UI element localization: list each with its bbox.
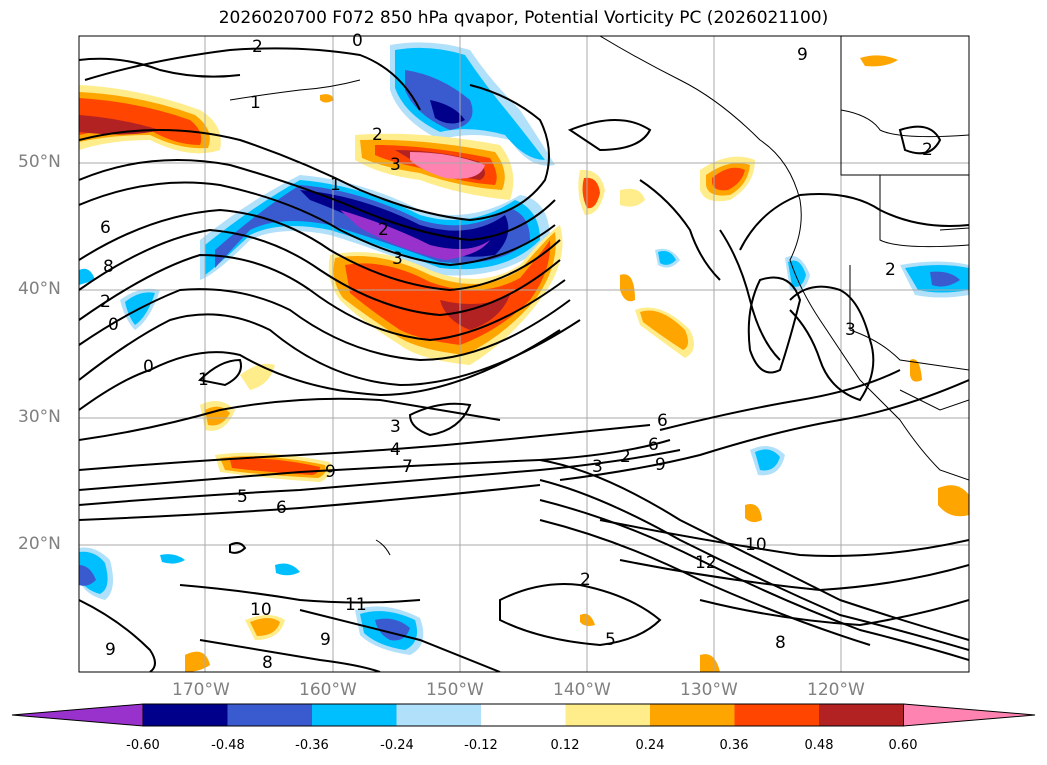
contour-value-label: 2 (922, 140, 933, 160)
colorbar-swatch (734, 704, 820, 726)
contour-value-label: 1 (250, 93, 261, 113)
contour-value-label: 7 (402, 457, 413, 477)
colorbar-tick-label: -0.48 (211, 738, 245, 753)
lat-label-50n: 50°N (18, 152, 61, 172)
colorbar-tick-label: 0.48 (804, 738, 834, 753)
colorbar-swatch (565, 704, 651, 726)
colorbar-extend-high (903, 703, 1036, 727)
contour-value-label: 0 (108, 315, 119, 335)
contour-value-label: 6 (657, 411, 668, 431)
colorbar-swatch (481, 704, 566, 726)
contour-value-label: 10 (745, 535, 767, 555)
colorbar-tick-label: -0.60 (126, 738, 160, 753)
contour-value-label: 9 (325, 462, 336, 482)
contour-value-label: 0 (352, 31, 363, 51)
contour-value-label: 3 (845, 320, 856, 340)
contour-value-label: 2 (372, 125, 383, 145)
plot-frame (78, 35, 970, 673)
contour-value-label: 3 (392, 249, 403, 269)
contour-value-label: 2 (620, 447, 631, 467)
colorbar-tick-label: 0.60 (888, 738, 918, 753)
map-title: 2026020700 F072 850 hPa qvapor, Potentia… (218, 8, 829, 28)
contour-value-label: 6 (100, 218, 111, 238)
colorbar-tick-label: 0.12 (550, 738, 580, 753)
contour-value-label: 5 (237, 487, 248, 507)
contour-value-label: 3 (592, 457, 603, 477)
lon-label-160w: 160°W (299, 680, 357, 700)
contour-value-label: 8 (103, 257, 114, 277)
lon-label-120w: 120°W (807, 680, 865, 700)
graticule (79, 36, 969, 672)
colorbar-swatch (227, 704, 313, 726)
colorbar-extend-low (11, 703, 144, 727)
pv-contours (79, 47, 969, 672)
contour-value-label: 11 (345, 595, 367, 615)
colorbar-tick-label: 0.36 (719, 738, 749, 753)
lat-label-20n: 20°N (18, 534, 61, 554)
colorbar-tick-label: 0.24 (635, 738, 665, 753)
lon-label-170w: 170°W (172, 680, 230, 700)
colorbar-swatch (650, 704, 735, 726)
contour-value-label: 12 (695, 553, 717, 573)
contour-value-label: 2 (378, 220, 389, 240)
contour-value-label: 10 (250, 600, 272, 620)
contour-value-label: 2 (252, 37, 263, 57)
colorbar-frame (142, 703, 904, 727)
colorbar-swatch (396, 704, 482, 726)
colorbar-swatch (143, 704, 228, 726)
colorbar-swatch (312, 704, 397, 726)
colorbar (11, 703, 1036, 727)
contour-value-label: 8 (262, 653, 273, 673)
shaded-field (79, 42, 969, 672)
contour-value-label: 9 (320, 630, 331, 650)
lon-label-130w: 130°W (680, 680, 738, 700)
lon-label-150w: 150°W (426, 680, 484, 700)
lon-label-140w: 140°W (553, 680, 611, 700)
lat-label-30n: 30°N (18, 407, 61, 427)
contour-value-label: 3 (390, 155, 401, 175)
contour-value-label: 2 (580, 570, 591, 590)
lat-label-40n: 40°N (18, 279, 61, 299)
contour-value-label: 0 (143, 357, 154, 377)
contour-value-label: 1 (330, 175, 341, 195)
colorbar-tick-label: -0.12 (464, 738, 498, 753)
colorbar-tick-label: -0.24 (380, 738, 414, 753)
contour-value-label: 2 (885, 260, 896, 280)
contour-value-label: 1 (198, 370, 209, 390)
contour-value-label: 6 (276, 498, 287, 518)
contour-value-label: 9 (797, 45, 808, 65)
colorbar-swatch (819, 704, 904, 726)
contour-value-label: 8 (775, 633, 786, 653)
contour-value-label: 6 (648, 435, 659, 455)
contour-value-label: 9 (655, 455, 666, 475)
coastlines (229, 36, 969, 556)
contour-value-label: 2 (100, 292, 111, 312)
contour-value-label: 5 (605, 630, 616, 650)
contour-value-label: 4 (390, 440, 401, 460)
contour-value-label: 3 (390, 417, 401, 437)
contour-value-label: 9 (105, 640, 116, 660)
colorbar-tick-label: -0.36 (295, 738, 329, 753)
